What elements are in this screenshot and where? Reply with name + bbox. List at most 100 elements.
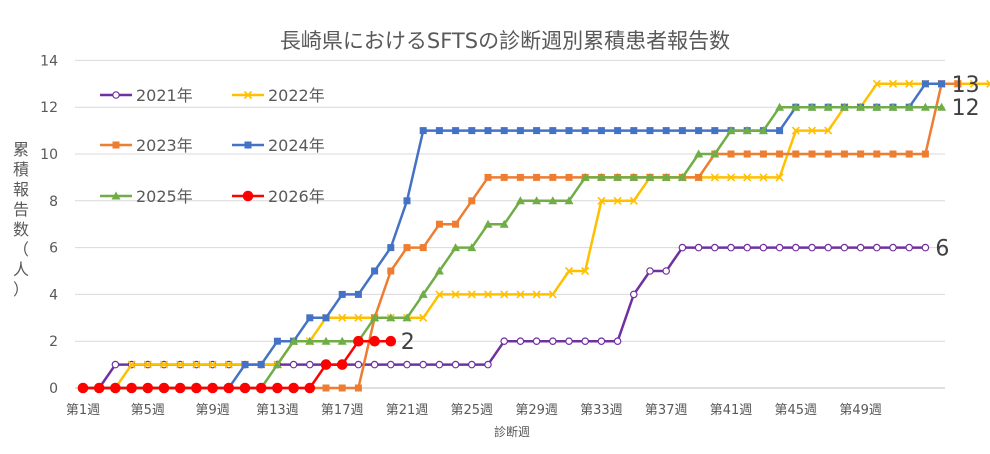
data-point bbox=[451, 290, 460, 299]
legend: 2021年 2022年 2023年 2024年 2025年 2026年 bbox=[100, 86, 325, 206]
data-point bbox=[597, 127, 605, 135]
data-point bbox=[678, 243, 687, 252]
data-point bbox=[370, 313, 380, 322]
y-axis-label-char: 累 bbox=[13, 140, 29, 159]
data-point bbox=[435, 220, 443, 228]
data-point bbox=[726, 173, 736, 182]
data-point bbox=[662, 267, 671, 275]
data-point bbox=[126, 382, 137, 394]
data-point bbox=[403, 360, 411, 369]
data-point bbox=[646, 127, 654, 135]
data-point bbox=[807, 126, 817, 135]
data-point bbox=[711, 127, 719, 135]
legend-label: 2024年 bbox=[268, 136, 325, 155]
data-point bbox=[484, 173, 492, 181]
data-point bbox=[143, 360, 152, 369]
data-point bbox=[581, 127, 589, 135]
data-point bbox=[889, 150, 897, 158]
legend-item: 2024年 bbox=[232, 136, 325, 155]
data-point bbox=[662, 127, 670, 135]
data-point bbox=[872, 102, 882, 111]
data-point bbox=[710, 243, 719, 252]
data-point bbox=[192, 360, 201, 369]
data-point bbox=[244, 141, 252, 149]
data-point bbox=[905, 243, 914, 252]
data-point bbox=[824, 150, 832, 158]
data-point bbox=[775, 102, 785, 111]
data-point bbox=[419, 313, 428, 322]
series-layer bbox=[77, 79, 990, 394]
x-tick-label: 第1週 bbox=[66, 403, 100, 418]
x-tick-label: 第9週 bbox=[195, 403, 229, 418]
data-point bbox=[483, 290, 493, 299]
data-point bbox=[208, 360, 217, 369]
data-point bbox=[289, 360, 298, 369]
y-axis-label-char: 告 bbox=[13, 200, 29, 219]
data-point bbox=[484, 360, 492, 369]
data-point bbox=[354, 360, 363, 369]
data-point bbox=[353, 335, 364, 347]
x-axis: 第1週 第5週 第9週 第13週 第17週 第21週 第25週 第29週 第33週 第37週 第41… bbox=[66, 403, 882, 418]
data-point bbox=[288, 382, 299, 394]
data-point bbox=[419, 360, 428, 369]
y-tick-label: 4 bbox=[49, 287, 58, 303]
data-point bbox=[613, 172, 623, 181]
x-tick-label: 第17週 bbox=[321, 403, 364, 418]
x-tick-label: 第41週 bbox=[710, 403, 753, 418]
data-point bbox=[499, 219, 509, 228]
data-point bbox=[677, 172, 687, 181]
data-point bbox=[889, 243, 897, 252]
data-point bbox=[224, 360, 233, 369]
data-point bbox=[824, 126, 833, 135]
data-point bbox=[645, 172, 655, 181]
data-point bbox=[938, 80, 946, 88]
end-label: 6 bbox=[935, 237, 949, 262]
y-axis-label-char: 報 bbox=[13, 180, 29, 199]
data-point bbox=[565, 173, 573, 181]
x-tick-label: 第25週 bbox=[451, 403, 494, 418]
data-point bbox=[321, 336, 331, 345]
data-point bbox=[549, 173, 557, 181]
data-point bbox=[857, 150, 865, 158]
data-point bbox=[823, 102, 833, 111]
data-point bbox=[500, 127, 508, 135]
data-point bbox=[564, 266, 574, 276]
data-point bbox=[111, 360, 120, 369]
data-point bbox=[921, 150, 929, 158]
data-point bbox=[387, 267, 395, 275]
data-point bbox=[759, 243, 768, 252]
data-point bbox=[807, 102, 817, 111]
y-axis-label-char: 数 bbox=[13, 220, 29, 239]
data-point bbox=[452, 220, 460, 228]
data-point bbox=[969, 79, 979, 88]
data-point bbox=[792, 150, 800, 158]
data-point bbox=[338, 384, 346, 392]
legend-label: 2026年 bbox=[268, 187, 325, 206]
data-point bbox=[775, 243, 784, 252]
data-point bbox=[532, 337, 541, 346]
data-point bbox=[304, 382, 316, 394]
data-point bbox=[451, 360, 460, 369]
data-point bbox=[354, 384, 362, 392]
data-point bbox=[322, 314, 330, 322]
data-point bbox=[727, 243, 735, 252]
data-point bbox=[255, 382, 267, 394]
end-label: 2 bbox=[401, 330, 415, 355]
data-point bbox=[484, 127, 492, 135]
y-tick-label: 0 bbox=[49, 381, 58, 397]
data-point bbox=[596, 172, 606, 181]
data-point bbox=[305, 360, 314, 369]
data-point bbox=[336, 359, 348, 370]
data-point bbox=[743, 173, 752, 182]
data-point bbox=[516, 127, 524, 135]
data-point bbox=[77, 382, 89, 394]
data-point bbox=[387, 244, 395, 252]
x-tick-label: 第13週 bbox=[256, 403, 299, 418]
series-0 bbox=[79, 243, 930, 392]
x-tick-label: 第45週 bbox=[775, 403, 818, 418]
data-point bbox=[905, 79, 914, 88]
data-point bbox=[402, 313, 412, 322]
y-tick-label: 8 bbox=[49, 194, 58, 210]
x-tick-label: 第37週 bbox=[645, 403, 688, 418]
